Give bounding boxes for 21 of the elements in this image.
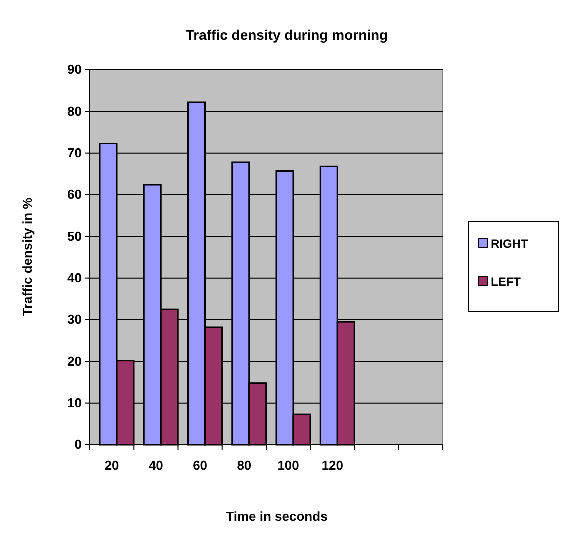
y-tick-label: 30 — [68, 312, 82, 328]
x-tick-label: 60 — [193, 458, 208, 473]
legend-label: RIGHT — [491, 237, 529, 251]
y-tick-label: 0 — [74, 437, 82, 452]
y-tick-label: 50 — [68, 228, 82, 244]
x-axis-title: Time in seconds — [226, 509, 328, 524]
y-tick-label: 40 — [68, 270, 82, 286]
legend-label: LEFT — [491, 275, 522, 289]
y-tick-label: 80 — [68, 104, 82, 119]
x-tick-label: 120 — [322, 458, 344, 473]
y-tick-label: 90 — [68, 62, 82, 78]
y-axis-title: Traffic density in % — [20, 197, 35, 316]
x-tick-label: 100 — [278, 458, 300, 473]
y-tick-label: 10 — [68, 395, 82, 410]
x-tick-label: 40 — [148, 458, 164, 473]
chart-title: Traffic density during morning — [186, 27, 388, 43]
y-tick-label: 60 — [68, 187, 82, 202]
y-tick-label: 70 — [68, 145, 82, 160]
x-tick-label: 80 — [237, 458, 252, 473]
x-tick-label: 20 — [104, 458, 120, 473]
y-tick-label: 20 — [68, 354, 82, 369]
